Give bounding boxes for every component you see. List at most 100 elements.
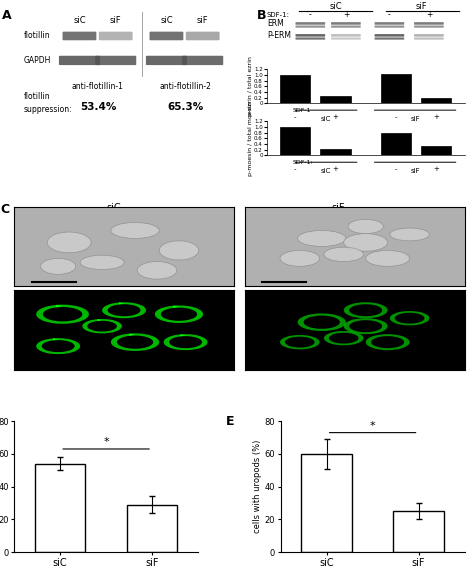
Wedge shape — [118, 302, 124, 304]
Text: +: + — [426, 10, 432, 19]
Wedge shape — [53, 338, 58, 340]
Ellipse shape — [80, 255, 124, 270]
Wedge shape — [173, 306, 179, 308]
FancyBboxPatch shape — [331, 25, 361, 28]
Wedge shape — [56, 305, 63, 307]
FancyBboxPatch shape — [149, 32, 183, 40]
Text: anti-flotillin-2: anti-flotillin-2 — [160, 82, 212, 91]
Bar — [280, 75, 310, 104]
Text: SDF-1: SDF-1 — [292, 108, 311, 113]
Ellipse shape — [324, 247, 364, 262]
FancyBboxPatch shape — [331, 34, 361, 37]
FancyBboxPatch shape — [146, 56, 187, 65]
Text: flotillin: flotillin — [24, 32, 51, 40]
Text: -: - — [309, 10, 312, 19]
Text: GAPDH: GAPDH — [24, 56, 51, 65]
FancyBboxPatch shape — [414, 34, 444, 37]
FancyBboxPatch shape — [331, 37, 361, 40]
Text: siF: siF — [332, 203, 345, 213]
Text: siF: siF — [197, 16, 209, 25]
FancyBboxPatch shape — [295, 25, 325, 28]
Text: +: + — [343, 10, 349, 19]
Text: siF: siF — [410, 116, 420, 121]
Text: +: + — [332, 114, 338, 120]
Text: -: - — [395, 166, 397, 172]
Bar — [393, 511, 444, 552]
Bar — [320, 149, 351, 155]
Text: -: - — [294, 166, 296, 172]
Text: SDF-1:: SDF-1: — [292, 160, 313, 165]
FancyBboxPatch shape — [59, 56, 100, 65]
Text: +: + — [332, 166, 338, 172]
Text: flotillin: flotillin — [24, 92, 51, 101]
Text: siC: siC — [321, 116, 331, 121]
Ellipse shape — [47, 232, 91, 253]
Text: anti-flotillin-1: anti-flotillin-1 — [72, 82, 124, 91]
Text: 53.4%: 53.4% — [81, 102, 117, 112]
Text: siC: siC — [73, 16, 86, 25]
FancyBboxPatch shape — [374, 25, 404, 28]
Text: -: - — [294, 114, 296, 120]
Text: siF: siF — [415, 2, 427, 11]
Y-axis label: p-moesin / total moesin: p-moesin / total moesin — [247, 101, 253, 176]
Text: E: E — [226, 415, 234, 428]
Wedge shape — [129, 334, 135, 336]
Ellipse shape — [159, 241, 199, 260]
Bar — [320, 96, 351, 104]
FancyBboxPatch shape — [414, 25, 444, 28]
Text: A: A — [2, 9, 12, 22]
FancyBboxPatch shape — [414, 37, 444, 40]
Text: 65.3%: 65.3% — [168, 102, 204, 112]
FancyBboxPatch shape — [295, 22, 325, 25]
Text: suppression:: suppression: — [24, 105, 73, 114]
Text: +: + — [433, 166, 439, 172]
Bar — [381, 74, 411, 104]
FancyBboxPatch shape — [63, 32, 96, 40]
Text: -: - — [388, 10, 391, 19]
Text: SDF-1:: SDF-1: — [267, 12, 290, 18]
FancyBboxPatch shape — [414, 22, 444, 25]
Text: siC: siC — [321, 168, 331, 174]
Text: *: * — [103, 438, 109, 447]
Bar — [381, 133, 411, 155]
Ellipse shape — [365, 250, 410, 266]
Text: ERM: ERM — [267, 19, 283, 28]
FancyBboxPatch shape — [374, 22, 404, 25]
FancyBboxPatch shape — [295, 34, 325, 37]
Bar — [280, 127, 310, 155]
FancyBboxPatch shape — [374, 34, 404, 37]
Bar — [421, 146, 451, 155]
Ellipse shape — [137, 262, 177, 279]
Text: siF: siF — [110, 16, 121, 25]
Ellipse shape — [344, 233, 388, 251]
Bar — [127, 505, 177, 552]
Ellipse shape — [111, 223, 159, 239]
FancyBboxPatch shape — [95, 56, 136, 65]
Ellipse shape — [41, 258, 76, 274]
Text: siF: siF — [410, 168, 420, 174]
Bar — [301, 454, 352, 552]
Ellipse shape — [280, 250, 319, 266]
FancyBboxPatch shape — [99, 32, 133, 40]
Y-axis label: p-ezrin / total ezrin: p-ezrin / total ezrin — [247, 56, 253, 116]
Ellipse shape — [390, 228, 429, 241]
Text: siC: siC — [330, 2, 342, 11]
Wedge shape — [180, 334, 185, 336]
FancyBboxPatch shape — [331, 22, 361, 25]
FancyBboxPatch shape — [186, 32, 219, 40]
Ellipse shape — [348, 219, 383, 233]
Ellipse shape — [298, 231, 346, 247]
Text: B: B — [257, 9, 266, 22]
Text: siC: siC — [160, 16, 173, 25]
Y-axis label: cells with uropods (%): cells with uropods (%) — [253, 440, 262, 533]
FancyBboxPatch shape — [374, 37, 404, 40]
Text: +: + — [433, 114, 439, 120]
Text: C: C — [1, 203, 10, 216]
Bar — [421, 98, 451, 103]
Text: siC: siC — [106, 203, 120, 213]
FancyBboxPatch shape — [182, 56, 223, 65]
FancyBboxPatch shape — [295, 37, 325, 40]
Bar — [35, 463, 85, 552]
Text: P-ERM: P-ERM — [267, 31, 291, 40]
Text: -: - — [395, 114, 397, 120]
